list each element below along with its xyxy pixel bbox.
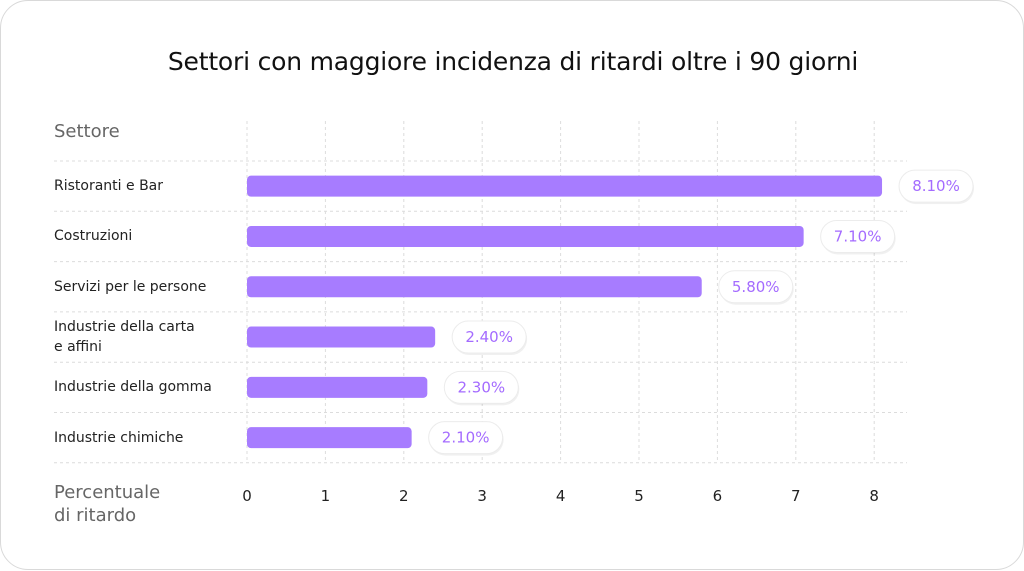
category-label-line: Industrie della gomma — [54, 379, 212, 396]
category-label: Costruzioni — [54, 226, 234, 246]
category-label-line: Industrie della carta — [54, 319, 195, 336]
bar — [247, 175, 883, 197]
x-tick-label: 5 — [634, 487, 644, 505]
data-label: 5.80% — [732, 278, 780, 296]
category-label-line: Industrie chimiche — [54, 429, 184, 446]
x-tick-label: 0 — [242, 487, 252, 505]
bar — [247, 326, 436, 348]
x-tick-label: 4 — [556, 487, 566, 505]
data-label: 2.40% — [465, 328, 513, 346]
y-axis-title: Settore — [54, 121, 120, 142]
bar — [247, 376, 428, 398]
value-pill — [898, 169, 974, 203]
data-label: 2.10% — [442, 429, 490, 447]
category-label: Industrie della gomma — [54, 377, 234, 397]
x-tick-label: 1 — [321, 487, 331, 505]
x-tick-label: 8 — [869, 487, 879, 505]
x-tick-label: 6 — [713, 487, 723, 505]
category-label-line: Costruzioni — [54, 228, 133, 245]
bar — [247, 427, 412, 449]
category-label-line: e affini — [54, 339, 102, 356]
value-pill — [428, 421, 504, 455]
x-tick-label: 2 — [399, 487, 409, 505]
data-label: 7.10% — [834, 227, 882, 245]
chart-title: Settori con maggiore incidenza di ritard… — [167, 47, 859, 76]
category-label: Servizi per le persone — [54, 277, 234, 297]
value-pill — [443, 370, 519, 404]
x-axis-title: Percentuale di ritardo — [54, 481, 160, 527]
value-pill — [451, 320, 527, 354]
category-label: Industrie della carta e affini — [54, 317, 234, 357]
category-label-line: Servizi per le persone — [54, 278, 207, 295]
x-axis-title-line-2: di ritardo — [54, 505, 137, 526]
data-label: 8.10% — [912, 177, 960, 195]
category-label-line: Ristoranti e Bar — [54, 178, 164, 195]
x-axis-title-line-1: Percentuale — [54, 482, 161, 503]
x-tick-label: 7 — [791, 487, 801, 505]
value-pill — [718, 270, 794, 304]
category-label: Industrie chimiche — [54, 428, 234, 448]
category-label: Ristoranti e Bar — [54, 176, 234, 196]
bar — [247, 276, 702, 298]
data-label: 2.30% — [457, 378, 505, 396]
bar — [247, 225, 804, 247]
x-tick-label: 3 — [477, 487, 487, 505]
value-pill — [820, 219, 896, 253]
